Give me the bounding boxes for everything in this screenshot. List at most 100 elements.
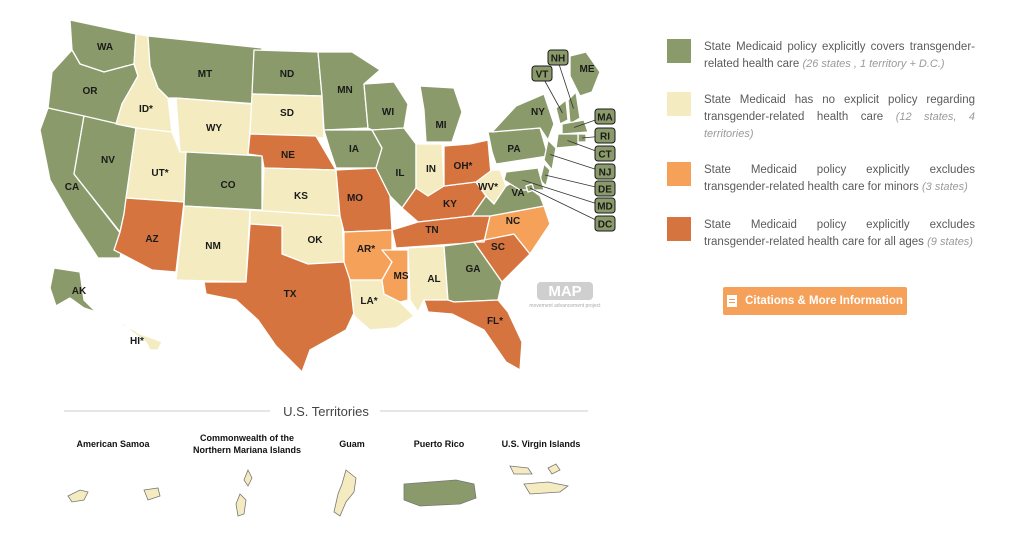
- state-nj[interactable]: [543, 139, 557, 171]
- territory-shape: [333, 469, 357, 517]
- state-label-nm: NM: [205, 241, 221, 252]
- territory-name: U.S. Virgin Islands: [502, 439, 581, 449]
- state-label-ct: CT: [598, 150, 611, 161]
- legend-text: State Medicaid has no explicit policy re…: [704, 92, 975, 143]
- state-label-mt: MT: [198, 69, 212, 80]
- state-label-il: IL: [396, 168, 405, 179]
- territory-name-line2: Northern Mariana Islands: [193, 445, 301, 455]
- legend-label: State Medicaid policy explicitly covers …: [704, 41, 975, 70]
- territory-name: Commonwealth of the: [200, 433, 294, 443]
- state-label-ne: NE: [281, 150, 295, 161]
- state-label-ia: IA: [349, 144, 359, 155]
- state-ut[interactable]: [125, 127, 187, 203]
- state-box-ri[interactable]: [594, 127, 616, 144]
- state-label-mo: MO: [347, 193, 363, 204]
- state-ar[interactable]: [343, 229, 393, 281]
- territory-commonwealth-of-the[interactable]: Commonwealth of the Northern Mariana Isla…: [193, 433, 301, 517]
- state-label-ms: MS: [394, 271, 409, 282]
- leader-line-md: [522, 179, 605, 207]
- territory-name: Puerto Rico: [414, 439, 465, 449]
- map-extras: MAP movement advancement project U.S. Te…: [64, 282, 601, 517]
- state-label-wi: WI: [382, 107, 394, 118]
- state-box-de[interactable]: [594, 180, 616, 197]
- territory-shape: [509, 465, 533, 475]
- state-label-ak: AK: [72, 286, 87, 297]
- state-label-ny: NY: [531, 107, 545, 118]
- territory-puerto-rico[interactable]: Puerto Rico: [403, 439, 477, 507]
- state-label-fl: FL*: [487, 316, 503, 327]
- territories-title: U.S. Territories: [283, 404, 369, 419]
- state-label-md: MD: [597, 202, 613, 213]
- state-box-dc[interactable]: [594, 215, 616, 232]
- legend-count: (3 states): [921, 181, 968, 193]
- state-label-de: DE: [598, 185, 612, 196]
- state-box-ma[interactable]: [594, 108, 616, 125]
- legend-count: (26 states , 1 territory + D.C.): [802, 58, 945, 70]
- state-label-la: LA*: [360, 296, 377, 307]
- state-me[interactable]: [569, 51, 601, 97]
- state-label-wy: WY: [206, 123, 222, 134]
- legend-swatch: [667, 39, 691, 63]
- document-icon: [727, 295, 738, 307]
- legend-label: State Medicaid has no explicit policy re…: [704, 94, 975, 123]
- citations-button[interactable]: Citations & More Information: [723, 287, 907, 315]
- territory-shape: [243, 469, 253, 487]
- state-label-or: OR: [83, 86, 99, 97]
- state-label-nh: NH: [551, 54, 565, 65]
- state-tx[interactable]: [203, 223, 361, 373]
- state-label-mn: MN: [337, 85, 353, 96]
- leader-line-dc: [529, 187, 605, 225]
- state-box-vt[interactable]: [531, 65, 553, 82]
- territory-name: American Samoa: [76, 439, 150, 449]
- state-mi[interactable]: [419, 85, 463, 143]
- state-label-tx: TX: [284, 289, 297, 300]
- state-label-ks: KS: [294, 191, 308, 202]
- state-label-nv: NV: [101, 155, 115, 166]
- state-label-sc: SC: [491, 242, 505, 253]
- state-label-nc: NC: [506, 216, 520, 227]
- territory-shape: [143, 487, 161, 501]
- state-label-tn: TN: [425, 225, 438, 236]
- svg-text:MAP: MAP: [548, 283, 581, 300]
- map-watermark: MAP movement advancement project: [529, 282, 601, 309]
- state-il[interactable]: [371, 127, 417, 209]
- state-label-ky: KY: [443, 199, 457, 210]
- state-label-va: VA: [511, 188, 524, 199]
- state-label-wv: WV*: [478, 182, 498, 193]
- state-label-me: ME: [580, 64, 595, 75]
- legend-text: State Medicaid policy explicitly exclude…: [704, 217, 975, 251]
- state-label-ri: RI: [600, 132, 610, 143]
- state-box-nj[interactable]: [594, 163, 616, 180]
- territory-american-samoa[interactable]: American Samoa: [67, 439, 161, 503]
- legend-swatch: [667, 162, 691, 186]
- territory-name: Guam: [339, 439, 365, 449]
- leader-line-nh: [556, 57, 574, 109]
- state-label-nd: ND: [280, 69, 294, 80]
- legend-text: State Medicaid policy explicitly exclude…: [704, 162, 975, 196]
- state-box-ct[interactable]: [594, 145, 616, 162]
- svg-text:movement advancement project: movement advancement project: [529, 303, 601, 309]
- territory-u-s-virgin-islands[interactable]: U.S. Virgin Islands: [502, 439, 581, 495]
- state-box-nh[interactable]: [547, 49, 569, 66]
- state-ct[interactable]: [555, 133, 579, 149]
- legend-count: (12 states, 4 territories): [704, 111, 975, 140]
- state-nc[interactable]: [473, 205, 551, 255]
- state-wi[interactable]: [363, 81, 409, 131]
- legend-swatch: [667, 92, 691, 116]
- state-label-co: CO: [221, 180, 236, 191]
- state-box-md[interactable]: [594, 197, 616, 214]
- state-fl[interactable]: [423, 299, 523, 371]
- territory-guam[interactable]: Guam: [333, 439, 365, 517]
- state-label-al: AL: [427, 274, 440, 285]
- state-hi[interactable]: [117, 321, 163, 351]
- state-label-dc: DC: [598, 220, 612, 231]
- state-ak[interactable]: [49, 267, 97, 313]
- legend-swatch: [667, 217, 691, 241]
- legend-label: State Medicaid policy explicitly exclude…: [704, 164, 975, 193]
- territory-shape: [547, 463, 561, 475]
- state-label-ma: MA: [597, 113, 613, 124]
- state-sd[interactable]: [249, 93, 325, 139]
- state-ny[interactable]: [491, 93, 555, 141]
- territory-shape: [403, 479, 477, 507]
